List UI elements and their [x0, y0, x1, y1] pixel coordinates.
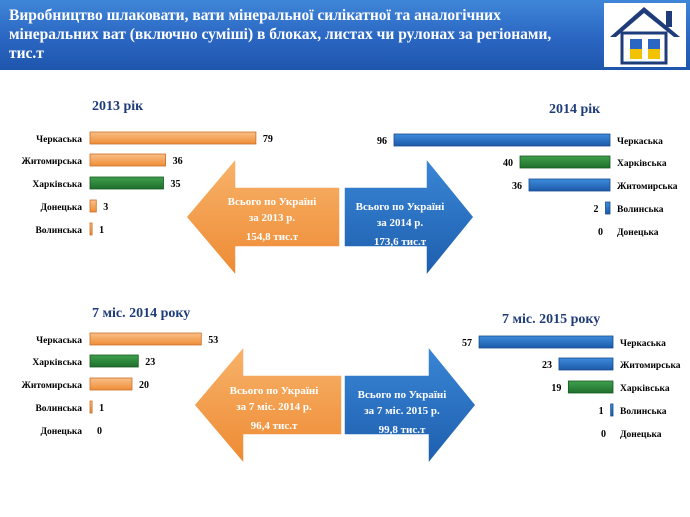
summary-2013-line2: за 2013 р.	[248, 212, 296, 224]
category-label: Волинська	[620, 407, 667, 417]
value-label: 23	[542, 360, 552, 371]
value-label: 0	[598, 227, 603, 238]
summary-7m-2015-line1: Всього по Україні	[357, 389, 447, 401]
value-label: 1	[99, 403, 104, 414]
chart-title-7m-2014: 7 міс. 2014 року	[92, 306, 191, 321]
category-label: Харківська	[32, 179, 82, 190]
summary-7m-2015-line2: за 7 міс. 2015 р.	[364, 405, 440, 417]
summary-7m-2015-total: 99,8 тис.т	[378, 424, 426, 436]
value-label: 96	[377, 136, 387, 147]
category-label: Волинська	[35, 404, 82, 414]
summary-7m-2014-text: Всього по Україні за 7 міс. 2014 р. 96,4…	[214, 383, 334, 434]
value-label: 79	[263, 134, 273, 145]
value-label: 36	[173, 156, 183, 167]
summary-2013-text: Всього по Україні за 2013 р. 154,8 тис.т	[210, 194, 334, 245]
category-label: Харківська	[617, 158, 667, 169]
category-label: Житомирська	[21, 157, 82, 167]
page-title: Виробництво шлаковати, вати мінеральної …	[9, 7, 552, 62]
bar	[519, 155, 611, 169]
category-label: Донецька	[40, 203, 82, 213]
category-label: Волинська	[617, 205, 664, 215]
bar	[89, 131, 257, 145]
bar	[478, 335, 614, 349]
chart-title-7m-2015: 7 міс. 2015 року	[502, 312, 601, 327]
bar	[89, 199, 97, 213]
category-label: Черкаська	[36, 135, 82, 145]
value-label: 1	[599, 406, 604, 417]
category-label: Харківська	[620, 383, 670, 394]
bar	[89, 377, 133, 391]
bar	[89, 354, 139, 368]
chart-1: Черкаська 96 Харківська 40 Житомирська 36 Воли…	[377, 133, 678, 238]
category-label: Житомирська	[21, 381, 82, 391]
bar	[89, 222, 93, 236]
category-label: Донецька	[40, 427, 82, 437]
category-label: Житомирська	[620, 361, 681, 371]
bar	[89, 176, 164, 190]
bar	[610, 403, 614, 417]
summary-2013-line1: Всього по Україні	[227, 196, 317, 208]
bar	[558, 357, 614, 371]
summary-arrow-7m-2014	[194, 346, 342, 464]
chart-2: Черкаська 53 Харківська 23 Житомирська 20 Воли…	[21, 332, 218, 437]
header-bar: Виробництво шлаковати, вати мінеральної …	[0, 0, 690, 70]
summary-2014-line2: за 2014 р.	[376, 217, 424, 229]
house-logo-icon	[604, 3, 686, 67]
value-label: 19	[551, 383, 561, 394]
value-label: 20	[139, 380, 149, 391]
bar	[567, 380, 614, 394]
chart-0: Черкаська 79 Житомирська 36 Харківська 35 Доне…	[21, 131, 273, 236]
category-label: Житомирська	[617, 182, 678, 192]
bar	[89, 153, 166, 167]
chart-3: Черкаська 57 Житомирська 23 Харківська 19 Воли…	[462, 335, 681, 440]
bar	[528, 178, 611, 192]
value-label: 0	[601, 429, 606, 440]
value-label: 1	[99, 225, 104, 236]
category-label: Донецька	[620, 430, 662, 440]
summary-arrow-7m-2015	[344, 346, 476, 464]
category-label: Черкаська	[617, 137, 663, 147]
summary-arrow-2014	[344, 158, 474, 276]
summary-7m-2014-total: 96,4 тис.т	[250, 420, 298, 432]
summary-2013-total: 154,8 тис.т	[245, 231, 299, 243]
value-label: 36	[512, 181, 522, 192]
value-label: 57	[462, 338, 472, 349]
summary-7m-2014-line2: за 7 міс. 2014 р.	[236, 401, 312, 413]
category-label: Харківська	[32, 357, 82, 368]
chart-title-2013: 2013 рік	[92, 99, 144, 114]
value-label: 40	[503, 158, 513, 169]
chart-title-2014: 2014 рік	[549, 102, 601, 117]
value-label: 3	[103, 202, 108, 213]
summary-2014-total: 173,6 тис.т	[373, 236, 427, 248]
bar	[393, 133, 611, 147]
bar	[605, 201, 611, 215]
category-label: Черкаська	[620, 339, 666, 349]
summary-arrow-2013	[186, 158, 340, 276]
value-label: 0	[97, 426, 102, 437]
value-label: 53	[208, 335, 218, 346]
summary-2014-text: Всього по Україні за 2014 р. 173,6 тис.т	[346, 199, 454, 250]
value-label: 2	[594, 204, 599, 215]
category-label: Волинська	[35, 226, 82, 236]
category-label: Донецька	[617, 228, 659, 238]
summary-2014-line1: Всього по Україні	[355, 201, 445, 213]
bar	[89, 400, 93, 414]
summary-7m-2015-text: Всього по Україні за 7 міс. 2015 р. 99,8…	[346, 387, 458, 438]
value-label: 23	[145, 357, 155, 368]
category-label: Черкаська	[36, 336, 82, 346]
summary-7m-2014-line1: Всього по Україні	[229, 385, 319, 397]
value-label: 35	[171, 179, 181, 190]
bar	[89, 332, 202, 346]
